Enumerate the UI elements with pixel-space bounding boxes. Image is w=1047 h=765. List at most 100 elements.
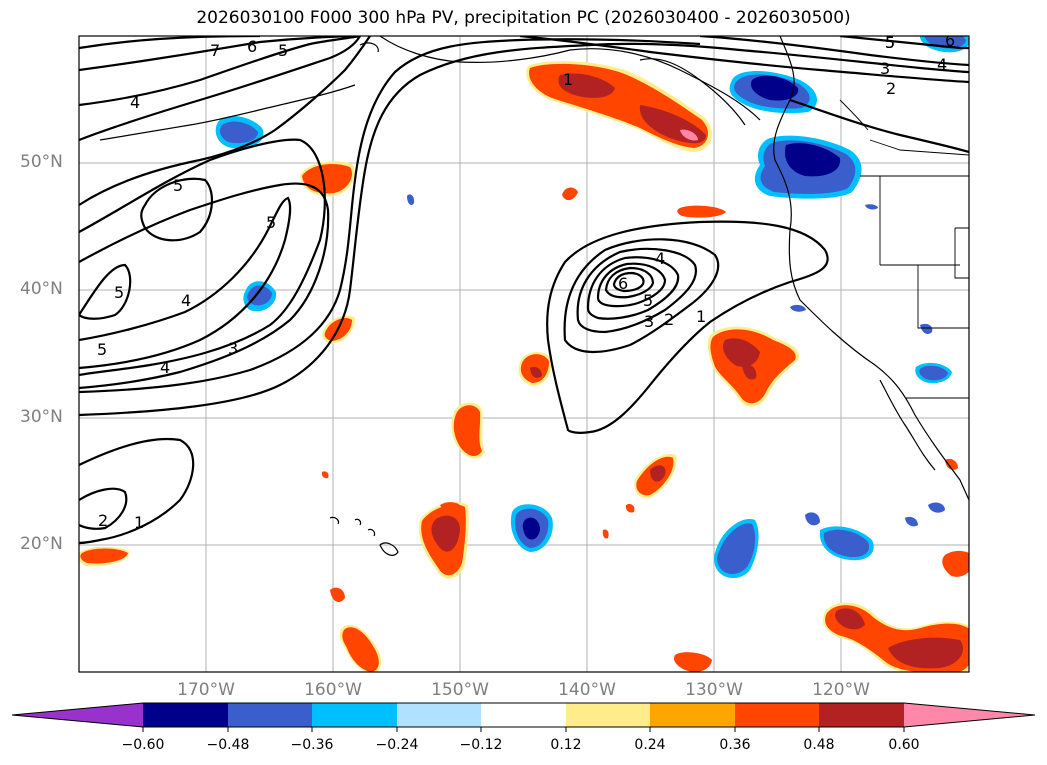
contour-label: 4 — [130, 93, 140, 112]
pv-contour-line — [79, 36, 361, 72]
contour-label: 6 — [618, 274, 628, 293]
lat-label-40n: 40°N — [20, 279, 63, 299]
precip-positive-areas — [79, 61, 969, 672]
contour-label: 3 — [880, 59, 890, 78]
pv-contour-line — [576, 247, 698, 334]
lat-label-30n: 30°N — [20, 407, 63, 427]
coastline-baja — [879, 379, 936, 471]
colorbar-label: −0.36 — [290, 737, 334, 753]
pv-contour-labels: 7 6 5 5 4 5 5 5 4 3 5 4 1 4 6 5 3 2 1 2 … — [97, 33, 955, 532]
pv-contour-line — [839, 36, 969, 50]
coastline-north-america — [773, 36, 969, 501]
precip-blob — [625, 503, 635, 513]
colorbar-label: −0.24 — [375, 737, 419, 753]
map-frame — [78, 35, 970, 673]
precip-negative-areas — [215, 36, 969, 579]
precip-blob — [723, 338, 760, 367]
pv-contour-line — [604, 266, 655, 299]
contour-label: 1 — [563, 70, 573, 89]
colorbar-segment — [819, 703, 904, 727]
precip-blob — [431, 515, 460, 552]
map-background — [79, 36, 969, 672]
precip-blob — [805, 512, 820, 526]
precip-blob — [742, 364, 757, 380]
precip-blob — [888, 637, 964, 669]
pv-contour-line — [79, 36, 361, 142]
contour-label: 5 — [278, 41, 288, 60]
precip-blob — [302, 164, 353, 194]
colorbar-segment — [312, 703, 397, 727]
precip-blob — [928, 502, 945, 513]
precip-blob — [680, 129, 698, 141]
map-title: 2026030100 F000 300 hPa PV, precipitatio… — [196, 8, 851, 28]
contour-label: 5 — [114, 283, 124, 302]
precip-blob — [677, 205, 726, 218]
colorbar-segment — [481, 703, 566, 727]
colorbar — [11, 702, 1036, 732]
lon-label-160w: 160°W — [304, 680, 362, 700]
contour-label: 3 — [228, 339, 238, 358]
pv-contour-line — [563, 238, 720, 354]
colorbar-label: 0.36 — [719, 737, 751, 753]
pv-contour-line — [586, 256, 680, 320]
precip-blob — [321, 471, 329, 479]
borders — [839, 99, 969, 399]
pv-contour-line — [596, 262, 667, 308]
pv-contour-line — [79, 138, 326, 377]
pv-contour-line — [140, 177, 213, 242]
contour-label: 4 — [937, 55, 947, 74]
colorbar-label: −0.12 — [459, 737, 503, 753]
precip-blob — [865, 204, 878, 210]
precip-blob — [80, 548, 128, 564]
pv-contour-line — [699, 36, 969, 67]
precip-blob — [942, 550, 969, 577]
colorbar-label: 0.48 — [803, 737, 835, 753]
contour-label: 5 — [97, 340, 107, 359]
contour-label: 5 — [885, 33, 895, 52]
pv-contour-line — [789, 98, 969, 154]
pv-contours — [79, 36, 969, 545]
pv-contour-line — [519, 36, 969, 84]
pv-contour-line — [79, 38, 701, 394]
precip-blob — [650, 465, 666, 482]
pv-contour-line — [79, 182, 330, 390]
precip-blob — [602, 529, 609, 539]
contour-label: 4 — [160, 358, 170, 377]
colorbar-segment — [228, 703, 312, 727]
contour-label: 7 — [210, 41, 220, 60]
colorbar-segment — [650, 703, 735, 727]
colorbar-segment — [735, 703, 819, 727]
precip-blob — [674, 652, 712, 672]
precip-blob — [558, 73, 615, 98]
precip-blob — [247, 285, 272, 306]
colorbar-segment-extend-max — [904, 703, 1035, 727]
colorbar-label: −0.48 — [206, 737, 250, 753]
lon-label-140w: 140°W — [558, 680, 616, 700]
precip-blob — [530, 366, 542, 378]
precip-blob — [790, 304, 806, 312]
precip-blob — [750, 75, 799, 101]
pv-contour-line — [79, 487, 128, 530]
contour-label: 4 — [181, 291, 191, 310]
lon-label-150w: 150°W — [431, 680, 489, 700]
precip-blob — [440, 502, 462, 512]
contour-label: 2 — [886, 79, 896, 98]
colorbar-segment-extend-min — [12, 703, 143, 727]
precip-blob — [784, 143, 841, 177]
precip-blob — [342, 627, 379, 672]
lat-label-20n: 20°N — [20, 534, 63, 554]
contour-label: 1 — [696, 307, 706, 326]
precip-blob — [835, 608, 865, 630]
contour-label: 2 — [98, 511, 108, 530]
contour-label: 1 — [134, 513, 144, 532]
precip-blob — [562, 187, 578, 201]
precip-blob — [330, 587, 345, 602]
contour-label: 6 — [247, 37, 257, 56]
colorbar-label: 0.24 — [634, 737, 666, 753]
contour-label: 5 — [885, 33, 895, 52]
colorbar-segment — [397, 703, 481, 727]
pv-contour-line — [79, 42, 969, 417]
precip-blob — [823, 529, 870, 558]
precip-blob — [522, 517, 540, 540]
precip-blob — [220, 121, 258, 144]
